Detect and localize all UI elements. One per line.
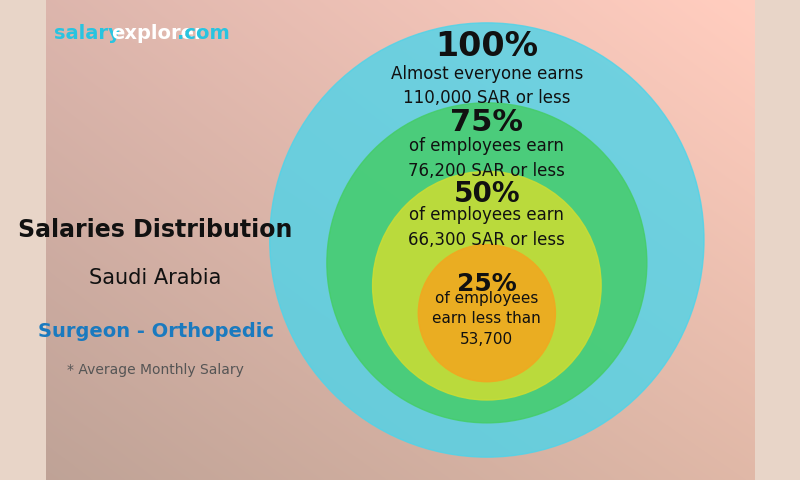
Text: salary: salary (54, 24, 121, 43)
Text: .com: .com (177, 24, 230, 43)
Circle shape (270, 23, 704, 457)
Text: Salaries Distribution: Salaries Distribution (18, 218, 293, 242)
Text: 25%: 25% (457, 272, 517, 296)
Text: * Average Monthly Salary: * Average Monthly Salary (67, 362, 244, 377)
Circle shape (327, 103, 647, 423)
Text: 100%: 100% (435, 30, 538, 63)
Text: explorer: explorer (112, 24, 204, 43)
Text: of employees earn
66,300 SAR or less: of employees earn 66,300 SAR or less (409, 206, 566, 249)
Text: Saudi Arabia: Saudi Arabia (90, 268, 222, 288)
Text: of employees
earn less than
53,700: of employees earn less than 53,700 (433, 291, 542, 347)
Text: Almost everyone earns
110,000 SAR or less: Almost everyone earns 110,000 SAR or les… (390, 65, 583, 108)
Text: of employees earn
76,200 SAR or less: of employees earn 76,200 SAR or less (409, 137, 566, 180)
Circle shape (373, 171, 601, 400)
Text: 75%: 75% (450, 108, 523, 136)
Circle shape (418, 245, 555, 382)
Text: 50%: 50% (454, 180, 520, 208)
Text: Surgeon - Orthopedic: Surgeon - Orthopedic (38, 322, 274, 341)
